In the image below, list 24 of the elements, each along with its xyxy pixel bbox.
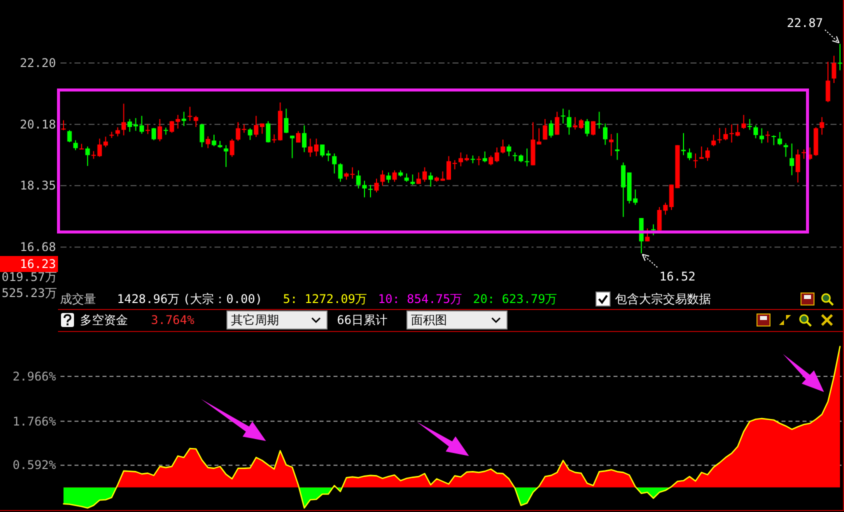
chart-title: 多空资金 (80, 313, 128, 327)
y-tick-label: 0.592% (12, 458, 57, 472)
y-tick-label: 16.68 (20, 240, 56, 254)
text: 3.764% (151, 313, 196, 327)
y-tick-label: 22.20 (20, 56, 56, 70)
text: 525.23万 (2, 286, 57, 300)
y-tick-label: 20.18 (20, 117, 56, 132)
price-marker: 16.23 (0, 256, 58, 272)
annotation: 成交量 (60, 292, 96, 306)
annotation: 20: 623.79万 (473, 292, 558, 306)
annotation: 16.52 (659, 269, 696, 284)
y-tick-label: 1.766% (12, 414, 57, 428)
annotation: (大宗：0.00) (183, 292, 262, 306)
annotation: 22.87 (786, 16, 823, 30)
annotation: 包含大宗交易数据 (615, 292, 711, 306)
dropdown: 面积图 (406, 310, 508, 330)
y-tick-label: 18.35 (20, 178, 56, 193)
annotation: 10: 854.75万 (378, 292, 462, 306)
dropdown: 其它周期 (226, 310, 328, 330)
text: 66日累计 (337, 313, 388, 327)
y-tick-label: 2.966% (12, 369, 57, 384)
annotation: 1428.96万 (117, 292, 180, 306)
annotation: 5: 1272.09万 (283, 292, 368, 306)
text: 019.57万 (2, 270, 57, 284)
